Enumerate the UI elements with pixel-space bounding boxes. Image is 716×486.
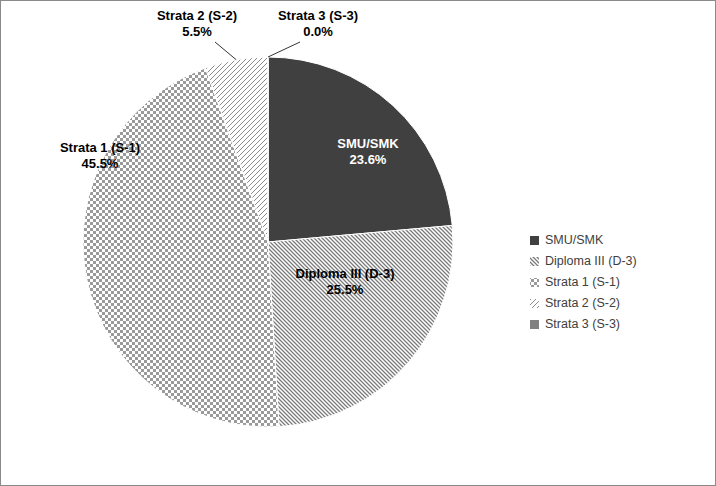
legend-swatch [530, 299, 539, 308]
data-label: Strata 1 (S-1)45.5% [60, 140, 140, 171]
pie-slices [83, 57, 453, 427]
data-label-value: 45.5% [82, 156, 119, 171]
chart-frame [1, 1, 716, 486]
data-label-category: Diploma III (D-3) [296, 266, 395, 281]
legend-swatch [530, 236, 539, 245]
data-label-value: 0.0% [303, 24, 333, 39]
legend-label: Strata 1 (S-1) [545, 275, 620, 289]
data-label: Strata 2 (S-2)5.5% [157, 8, 237, 39]
data-labels: SMU/SMK23.6% Diploma III (D-3)25.5% Strata… [60, 8, 399, 297]
leader-line [268, 42, 300, 57]
chart-container: SMU/SMK23.6%Diploma III (D-3)25.5%Strata… [0, 0, 716, 486]
legend-swatch [530, 320, 539, 329]
legend-swatch [530, 257, 539, 266]
data-label-category: Strata 3 (S-3) [278, 8, 358, 23]
data-label-category: Strata 1 (S-1) [60, 140, 140, 155]
legend-label: Strata 3 (S-3) [545, 317, 620, 331]
legend-label: SMU/SMK [545, 233, 604, 247]
data-label-value: 23.6% [350, 152, 387, 167]
legend: SMU/SMK Diploma III (D-3) Strata 1 (S-1) St… [530, 233, 637, 331]
chart-svg: SMU/SMK23.6%Diploma III (D-3)25.5%Strata… [0, 0, 716, 486]
data-label-value: 5.5% [182, 24, 212, 39]
pie-slice [268, 57, 269, 242]
legend-swatch [530, 278, 539, 287]
legend-label: Strata 2 (S-2) [545, 296, 620, 310]
data-label: Strata 3 (S-3)0.0% [278, 8, 358, 39]
pie-slice [268, 225, 453, 426]
legend-label: Diploma III (D-3) [545, 254, 637, 268]
data-label-category: Strata 2 (S-2) [157, 8, 237, 23]
pie-slice [205, 57, 268, 242]
data-label-category: SMU/SMK [337, 136, 399, 151]
data-label: Diploma III (D-3)25.5% [296, 266, 395, 297]
data-label: SMU/SMK23.6% [337, 136, 399, 167]
leader-line [215, 42, 236, 60]
data-label-value: 25.5% [327, 282, 364, 297]
pie-slice [268, 57, 452, 242]
